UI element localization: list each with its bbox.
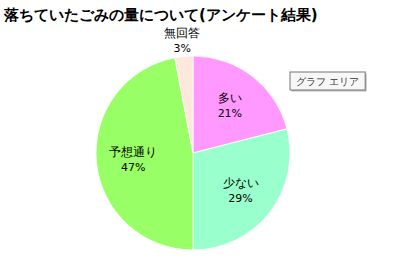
category-label: 予想通り — [109, 145, 157, 159]
annotation: グラフ エリア — [290, 72, 367, 92]
data-label: 47% — [121, 161, 145, 174]
category-label: 少ない — [223, 176, 259, 190]
annotation-text: グラフ エリア — [296, 76, 359, 87]
data-labels: 多い 21% 少ない 29% 予想通り 47% 無回答 3% — [109, 26, 258, 205]
pie-slice — [193, 129, 290, 250]
pie-slice — [96, 58, 193, 250]
category-label: 多い — [218, 91, 242, 105]
data-label: 3% — [174, 42, 191, 55]
title: 落ちていたごみの量について(アンケート結果) — [3, 6, 318, 24]
category-label: 無回答 — [164, 26, 200, 40]
data-label: 21% — [218, 107, 242, 120]
chart: 落ちていたごみの量について(アンケート結果) 多い 21% 少ない 29% 予想通り 47%… — [0, 0, 393, 275]
annotation-box — [290, 72, 365, 90]
pie-slice — [175, 56, 193, 153]
data-label: 29% — [228, 192, 252, 205]
pie — [96, 56, 290, 250]
